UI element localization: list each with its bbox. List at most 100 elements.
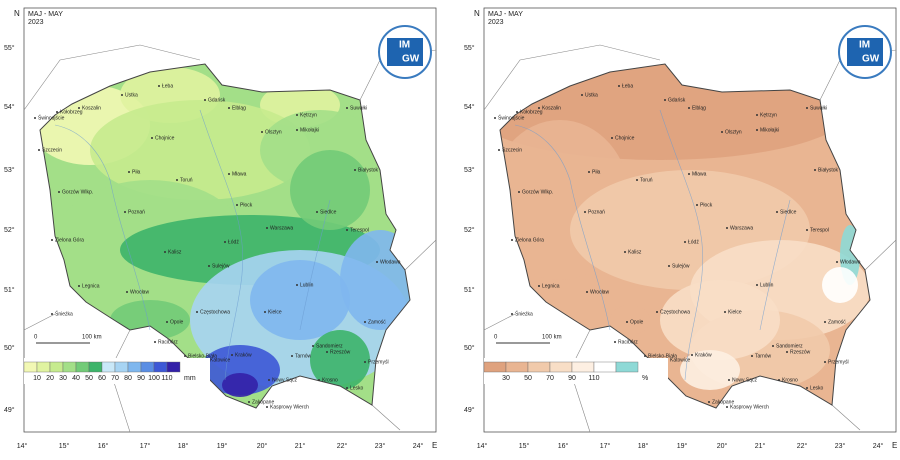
city-dot (696, 204, 698, 206)
city-dot (291, 355, 293, 357)
legend-label: 50 (524, 375, 532, 382)
city-dot (756, 284, 758, 286)
city-dot (51, 313, 53, 315)
lon-label: 23° (375, 442, 386, 450)
city-label: Kielce (728, 309, 742, 315)
city-dot (364, 321, 366, 323)
city-dot (231, 354, 233, 356)
city-dot (588, 171, 590, 173)
city-dot (511, 313, 513, 315)
city-label: Toruń (640, 177, 653, 183)
city-dot (124, 211, 126, 213)
legend-swatch (153, 361, 168, 373)
lat-label: 50° (464, 344, 475, 352)
logo-text: IM (859, 40, 870, 51)
lon-label: 22° (797, 442, 808, 450)
logo-text: GW (862, 54, 880, 65)
lat-label: 52° (464, 226, 475, 234)
city-dot (614, 341, 616, 343)
city-dot (636, 179, 638, 181)
city-label: Olsztyn (725, 129, 742, 135)
city-label: Sulejów (212, 263, 230, 269)
city-label: Bielsko-Biała (188, 353, 217, 359)
city-label: Kołobrzeg (520, 109, 543, 115)
city-label: Kraków (695, 352, 712, 358)
city-dot (511, 239, 513, 241)
scale-zero: 0 (34, 335, 38, 341)
city-dot (721, 131, 723, 133)
legend-label: 50 (85, 375, 93, 382)
city-label: Gorzów Wlkp. (522, 189, 553, 195)
city-dot (176, 179, 178, 181)
city-label: Legnica (542, 283, 560, 289)
lat-label: 55° (4, 44, 15, 52)
city-dot (296, 284, 298, 286)
lat-label: 50° (4, 344, 15, 352)
city-label: Zamość (368, 319, 386, 325)
lat-label: 51° (464, 286, 475, 294)
legend-swatch (505, 361, 529, 373)
city-dot (624, 251, 626, 253)
lon-label: 17° (140, 442, 151, 450)
city-label: Lesko (350, 385, 364, 391)
legend-swatch (527, 361, 551, 373)
city-dot (836, 261, 838, 263)
city-dot (346, 229, 348, 231)
city-dot (184, 355, 186, 357)
legend-label: 40 (72, 375, 80, 382)
city-label: Lublin (300, 282, 314, 288)
city-label: Warszawa (270, 225, 293, 231)
city-label: Zielona Góra (55, 237, 84, 243)
city-dot (708, 401, 710, 403)
city-label: Nowy Sącz (272, 377, 298, 383)
city-dot (778, 379, 780, 381)
city-label: Siedlce (780, 209, 797, 215)
city-label: Przemyśl (368, 359, 389, 365)
city-label: Piła (132, 169, 141, 175)
city-label: Terespol (350, 227, 369, 233)
precip-zones (40, 67, 410, 397)
city-dot (318, 379, 320, 381)
city-label: Suwałki (350, 105, 367, 111)
north-label: N (14, 9, 20, 18)
logo-box (387, 38, 423, 66)
city-dot (204, 99, 206, 101)
city-dot (264, 311, 266, 313)
map-title: MAJ - MAY (488, 11, 523, 18)
city-dot (312, 345, 314, 347)
city-label: Opole (170, 319, 184, 325)
city-dot (158, 85, 160, 87)
lat-label: 51° (4, 286, 15, 294)
lon-label: 24° (413, 442, 424, 450)
map-title: MAJ - MAY (28, 11, 63, 18)
city-label: Poznań (588, 209, 605, 215)
city-dot (584, 211, 586, 213)
lon-label: 15° (59, 442, 70, 450)
city-dot (346, 387, 348, 389)
city-dot (494, 117, 496, 119)
legend-swatch (571, 361, 595, 373)
city-dot (611, 137, 613, 139)
city-label: Płock (700, 202, 713, 208)
city-label: Zamość (828, 319, 846, 325)
logo-box (847, 38, 883, 66)
legend-label: 110 (161, 375, 172, 382)
zone (250, 260, 350, 340)
city-label: Chojnice (155, 135, 175, 141)
city-label: Tarnów (755, 353, 772, 359)
map-year: 2023 (28, 19, 44, 26)
city-dot (228, 173, 230, 175)
rivers (514, 109, 791, 381)
city-dot (824, 321, 826, 323)
city-dot (756, 114, 758, 116)
city-dot (644, 355, 646, 357)
city-label: Siedlce (320, 209, 337, 215)
city-dot (236, 204, 238, 206)
city-dot (691, 354, 693, 356)
city-label: Opole (630, 319, 644, 325)
city-dot (354, 169, 356, 171)
lon-label: 22° (337, 442, 348, 450)
city-label: Kołobrzeg (60, 109, 83, 115)
city-dot (751, 355, 753, 357)
